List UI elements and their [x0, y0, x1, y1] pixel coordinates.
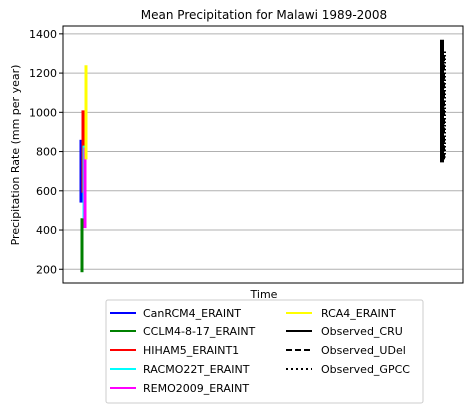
y-tick-label: 1200 — [29, 67, 57, 80]
y-tick-label: 600 — [36, 185, 57, 198]
y-axis-ticks: 200 400 600 800 1000 1200 1400 — [29, 28, 63, 276]
legend-label: Observed_UDel — [321, 344, 406, 357]
series-marks — [79, 39, 446, 273]
grid-lines — [63, 33, 463, 270]
plot-area — [62, 25, 464, 284]
y-tick-label: 200 — [36, 263, 57, 276]
chart-title: Mean Precipitation for Malawi 1989-2008 — [141, 8, 387, 22]
legend-label: Observed_CRU — [321, 325, 403, 338]
legend-label: CCLM4-8-17_ERAINT — [143, 325, 256, 338]
y-tick-label: 1400 — [29, 28, 57, 41]
x-axis-label: Time — [250, 288, 278, 301]
y-axis-label: Precipitation Rate (mm per year) — [9, 65, 22, 246]
legend-label: HIHAM5_ERAINT1 — [143, 344, 239, 357]
y-tick-label: 400 — [36, 224, 57, 237]
y-tick-label: 800 — [36, 146, 57, 159]
legend: CanRCM4_ERAINT CCLM4-8-17_ERAINT HIHAM5_ER… — [105, 299, 424, 404]
legend-box — [105, 299, 424, 404]
legend-label: Observed_GPCC — [321, 363, 410, 376]
legend-label: RCA4_ERAINT — [321, 307, 396, 320]
legend-label: RACMO22T_ERAINT — [143, 363, 250, 376]
legend-label: REMO2009_ERAINT — [143, 382, 249, 395]
legend-label: CanRCM4_ERAINT — [143, 307, 241, 320]
y-tick-label: 1000 — [29, 106, 57, 119]
